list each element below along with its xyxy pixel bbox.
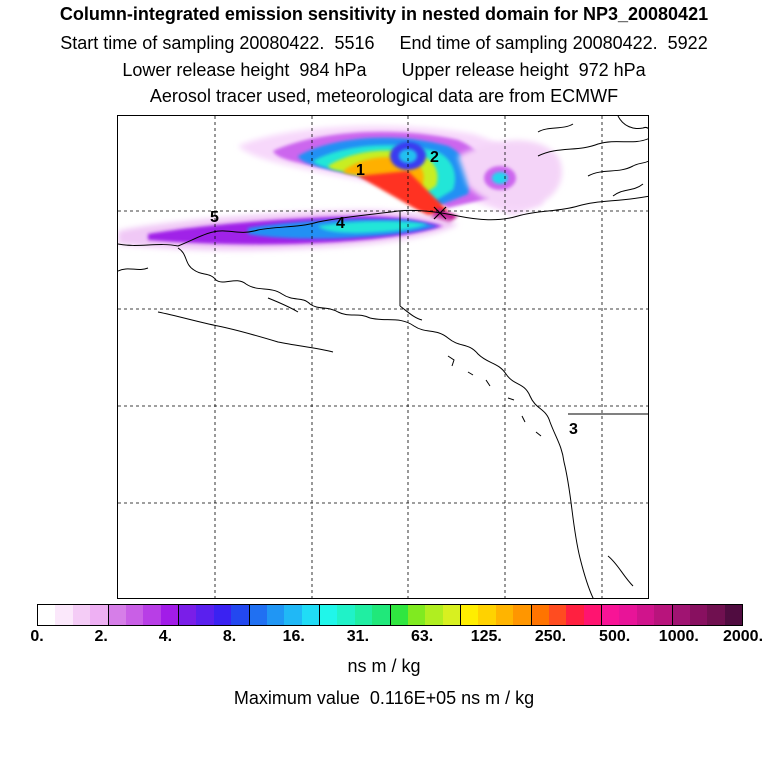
plume-label-1: 1 xyxy=(356,162,365,179)
colorbar-swatch xyxy=(548,605,567,625)
data-source-line: Aerosol tracer used, meteorological data… xyxy=(149,86,619,106)
graticule xyxy=(118,116,648,598)
colorbar-swatch xyxy=(90,605,109,625)
map-canvas: 1 2 4 5 3 xyxy=(118,116,648,598)
map-panel: 1 2 4 5 3 xyxy=(117,115,649,599)
colorbar-swatch xyxy=(354,605,373,625)
colorbar-swatch xyxy=(495,605,514,625)
colorbar-swatch xyxy=(531,605,549,625)
colorbar-swatch xyxy=(108,605,126,625)
island-chain xyxy=(447,355,542,437)
colorbar-swatch xyxy=(231,605,250,625)
colorbar-swatch xyxy=(249,605,267,625)
colorbar-swatch xyxy=(407,605,426,625)
colorbar-swatch xyxy=(55,605,73,625)
plume-labels: 1 2 4 5 3 xyxy=(210,149,578,438)
colorbar-ticks: 0. 2. 4. 8. 16. 31. 63. 125. 250. 500. 1000. 2000. xyxy=(0,628,768,650)
colorbar-tick-label: 2000. xyxy=(722,628,764,645)
colorbar-swatch xyxy=(689,605,708,625)
colorbar xyxy=(37,604,743,626)
colorbar-tick-label: 4. xyxy=(158,628,173,645)
colorbar-swatch xyxy=(284,605,302,625)
colorbar-tick-label: 500. xyxy=(599,628,631,645)
colorbar-swatch xyxy=(213,605,232,625)
sensitivity-plume-east xyxy=(458,140,562,207)
colorbar-swatch xyxy=(442,605,461,625)
colorbar-tick-label: 250. xyxy=(534,628,567,645)
colorbar-tick-label: 16. xyxy=(282,628,305,645)
maximum-value-line: Maximum value 0.116E+05 ns m / kg xyxy=(233,688,535,708)
release-height-line: Lower release height 984 hPa Upper relea… xyxy=(122,60,646,80)
plume-label-3: 3 xyxy=(569,421,578,438)
colorbar-swatch xyxy=(654,605,673,625)
colorbar-swatch xyxy=(301,605,320,625)
colorbar-swatch xyxy=(478,605,496,625)
colorbar-swatch xyxy=(372,605,391,625)
colorbar-swatch xyxy=(179,605,197,625)
colorbar-swatch xyxy=(461,605,479,625)
colorbar-swatch xyxy=(583,605,602,625)
plume-label-4: 4 xyxy=(336,215,345,232)
colorbar-swatch xyxy=(196,605,214,625)
coastlines xyxy=(118,116,648,598)
colorbar-tick-label: 125. xyxy=(470,628,502,645)
plume-label-2: 2 xyxy=(430,149,439,166)
colorbar-tick-label: 2. xyxy=(94,628,108,645)
colorbar-swatch xyxy=(724,605,742,625)
sensitivity-plume-north xyxy=(238,125,543,224)
colorbar-swatch xyxy=(125,605,144,625)
colorbar-swatch xyxy=(707,605,725,625)
colorbar-swatch xyxy=(513,605,532,625)
colorbar-swatch xyxy=(72,605,91,625)
colorbar-swatch xyxy=(672,605,690,625)
release-location-marker xyxy=(433,206,447,220)
sampling-time-line: Start time of sampling 20080422. 5516 En… xyxy=(60,33,708,53)
colorbar-swatch xyxy=(425,605,443,625)
colorbar-swatch xyxy=(390,605,408,625)
sensitivity-plume-west xyxy=(118,209,458,251)
colorbar-swatch xyxy=(636,605,655,625)
colorbar-swatch xyxy=(266,605,285,625)
colorbar-swatch xyxy=(566,605,584,625)
colorbar-units: ns m / kg xyxy=(347,656,421,676)
colorbar-swatch xyxy=(320,605,338,625)
colorbar-swatch xyxy=(619,605,637,625)
colorbar-tick-label: 0. xyxy=(30,628,44,645)
colorbar-swatch xyxy=(337,605,355,625)
plume-label-5: 5 xyxy=(210,209,219,226)
colorbar-swatch xyxy=(602,605,620,625)
colorbar-swatch xyxy=(160,605,179,625)
colorbar-tick-label: 31. xyxy=(346,628,370,645)
map-title: Column-integrated emission sensitivity i… xyxy=(59,4,709,24)
colorbar-tick-label: 1000. xyxy=(658,628,699,645)
colorbar-tick-label: 63. xyxy=(410,628,434,645)
colorbar-swatch xyxy=(38,605,56,625)
colorbar-tick-label: 8. xyxy=(222,628,237,645)
colorbar-swatch xyxy=(143,605,161,625)
